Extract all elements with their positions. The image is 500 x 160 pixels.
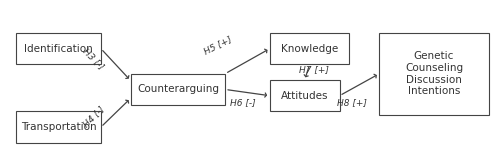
Text: H5 [+]: H5 [+] [202,35,233,56]
FancyBboxPatch shape [130,74,225,105]
FancyBboxPatch shape [16,112,101,143]
Text: H3 [-]: H3 [-] [81,47,106,71]
FancyBboxPatch shape [16,33,101,64]
Text: Identification: Identification [24,44,93,54]
Text: Genetic
Counseling
Discussion
Intentions: Genetic Counseling Discussion Intentions [405,51,463,96]
FancyBboxPatch shape [380,33,488,115]
Text: Counterarguing: Counterarguing [137,84,219,94]
Text: H6 [-]: H6 [-] [230,98,256,107]
Text: Knowledge: Knowledge [281,44,338,54]
Text: Transportation: Transportation [21,122,96,132]
FancyBboxPatch shape [270,80,340,112]
Text: Attitudes: Attitudes [281,91,328,101]
Text: H8 [+]: H8 [+] [338,98,368,107]
Text: H7 [+]: H7 [+] [298,65,328,74]
FancyBboxPatch shape [270,33,349,64]
Text: H4 [-]: H4 [-] [81,105,106,129]
